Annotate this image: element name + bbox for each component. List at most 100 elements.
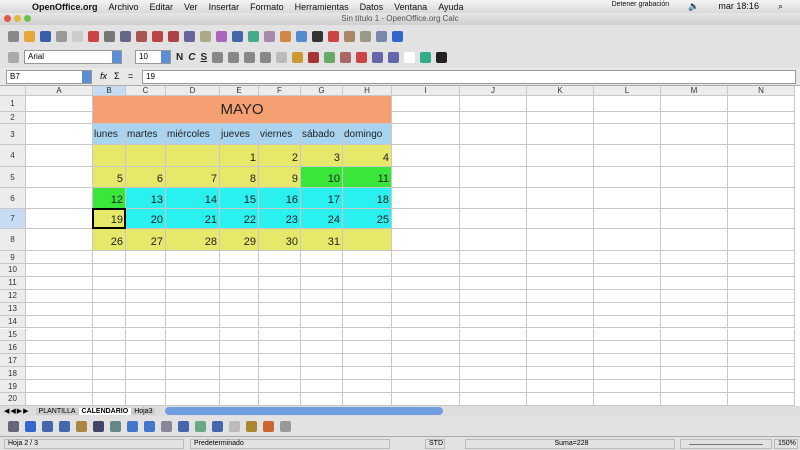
cell[interactable] bbox=[126, 341, 166, 355]
recording-status[interactable]: Detener grabación bbox=[611, 1, 670, 8]
date-cell[interactable]: 29 bbox=[220, 229, 259, 251]
toolbar-icon-19[interactable] bbox=[312, 30, 323, 42]
day-header[interactable]: domingo bbox=[343, 124, 392, 145]
name-box[interactable]: B7 bbox=[6, 70, 92, 84]
column-header-H[interactable]: H bbox=[343, 86, 392, 96]
cell[interactable] bbox=[460, 367, 527, 381]
date-cell[interactable]: 7 bbox=[166, 167, 220, 188]
cell[interactable] bbox=[594, 251, 661, 264]
column-header-D[interactable]: D bbox=[166, 86, 220, 96]
cell[interactable] bbox=[93, 328, 126, 342]
cell[interactable] bbox=[594, 124, 661, 145]
cell[interactable] bbox=[527, 302, 594, 316]
equals-icon[interactable]: = bbox=[128, 71, 134, 81]
format-icon-11[interactable] bbox=[388, 51, 400, 63]
cell[interactable] bbox=[26, 188, 93, 209]
cell[interactable] bbox=[259, 354, 301, 368]
day-header[interactable]: jueves bbox=[220, 124, 259, 145]
menu-formato[interactable]: Formato bbox=[250, 1, 284, 12]
cell[interactable] bbox=[460, 209, 527, 229]
cell[interactable] bbox=[594, 145, 661, 167]
cell[interactable] bbox=[166, 341, 220, 355]
cell[interactable] bbox=[26, 264, 93, 277]
date-cell[interactable]: 10 bbox=[301, 167, 343, 188]
cell[interactable] bbox=[259, 251, 301, 264]
row-header-9[interactable]: 9 bbox=[0, 251, 26, 264]
cell[interactable] bbox=[460, 145, 527, 167]
cell[interactable] bbox=[26, 341, 93, 355]
tab-hoja3[interactable]: Hoja3 bbox=[131, 407, 156, 415]
cell[interactable] bbox=[728, 96, 795, 112]
cell[interactable] bbox=[93, 264, 126, 277]
cell[interactable] bbox=[26, 367, 93, 381]
cell[interactable] bbox=[301, 354, 343, 368]
draw-icon-13[interactable] bbox=[229, 420, 240, 432]
toolbar-icon-13[interactable] bbox=[216, 30, 227, 42]
format-icon-0[interactable] bbox=[212, 51, 224, 63]
date-cell[interactable]: 2 bbox=[259, 145, 301, 167]
cell[interactable] bbox=[301, 328, 343, 342]
cell[interactable] bbox=[594, 229, 661, 251]
toolbar-icon-7[interactable] bbox=[120, 30, 131, 42]
select-all-corner[interactable] bbox=[0, 86, 26, 96]
cell[interactable] bbox=[166, 302, 220, 316]
cell[interactable] bbox=[527, 276, 594, 290]
cell[interactable] bbox=[661, 124, 728, 145]
cell[interactable] bbox=[527, 354, 594, 368]
cell[interactable] bbox=[220, 367, 259, 381]
cell[interactable] bbox=[166, 328, 220, 342]
cell[interactable] bbox=[220, 393, 259, 406]
cell[interactable] bbox=[93, 289, 126, 303]
cell[interactable] bbox=[728, 341, 795, 355]
font-name-select[interactable]: Arial bbox=[24, 50, 122, 64]
day-header[interactable]: lunes bbox=[93, 124, 126, 145]
date-cell[interactable]: 24 bbox=[301, 209, 343, 229]
toolbar-icon-24[interactable] bbox=[392, 30, 403, 42]
cell[interactable] bbox=[93, 341, 126, 355]
cell[interactable] bbox=[594, 393, 661, 406]
toolbar-icon-21[interactable] bbox=[344, 30, 355, 42]
format-icon-1[interactable] bbox=[228, 51, 240, 63]
cell[interactable] bbox=[301, 341, 343, 355]
format-icon-4[interactable] bbox=[276, 51, 288, 63]
date-cell[interactable]: 26 bbox=[93, 229, 126, 251]
cell[interactable] bbox=[259, 341, 301, 355]
cell[interactable] bbox=[392, 354, 460, 368]
cell[interactable] bbox=[126, 251, 166, 264]
cell[interactable] bbox=[728, 393, 795, 406]
cell[interactable] bbox=[527, 229, 594, 251]
cell[interactable] bbox=[301, 393, 343, 406]
cell[interactable] bbox=[26, 145, 93, 167]
row-header-15[interactable]: 15 bbox=[0, 328, 26, 342]
date-cell[interactable]: 16 bbox=[259, 188, 301, 209]
column-header-N[interactable]: N bbox=[728, 86, 795, 96]
cell[interactable] bbox=[392, 167, 460, 188]
cell[interactable] bbox=[26, 315, 93, 329]
column-header-G[interactable]: G bbox=[301, 86, 343, 96]
cell[interactable] bbox=[594, 354, 661, 368]
toolbar-icon-2[interactable] bbox=[40, 30, 51, 42]
cell[interactable] bbox=[527, 124, 594, 145]
row-header-14[interactable]: 14 bbox=[0, 315, 26, 329]
cell[interactable] bbox=[527, 341, 594, 355]
toolbar-icon-17[interactable] bbox=[280, 30, 291, 42]
cell[interactable] bbox=[301, 264, 343, 277]
cell[interactable] bbox=[460, 393, 527, 406]
zoom-slider[interactable] bbox=[680, 439, 772, 449]
cell[interactable] bbox=[527, 167, 594, 188]
toolbar-icon-20[interactable] bbox=[328, 30, 339, 42]
cell[interactable] bbox=[460, 354, 527, 368]
day-header[interactable]: martes bbox=[126, 124, 166, 145]
cell[interactable] bbox=[166, 289, 220, 303]
draw-icon-8[interactable] bbox=[144, 420, 155, 432]
cell[interactable] bbox=[527, 145, 594, 167]
cell[interactable] bbox=[26, 354, 93, 368]
day-header[interactable]: viernes bbox=[259, 124, 301, 145]
draw-icon-14[interactable] bbox=[246, 420, 257, 432]
date-cell[interactable]: 23 bbox=[259, 209, 301, 229]
cell[interactable] bbox=[661, 393, 728, 406]
toolbar-icon-1[interactable] bbox=[24, 30, 35, 42]
formula-input[interactable]: 19 bbox=[142, 70, 796, 84]
cell[interactable] bbox=[26, 124, 93, 145]
cell[interactable] bbox=[460, 124, 527, 145]
